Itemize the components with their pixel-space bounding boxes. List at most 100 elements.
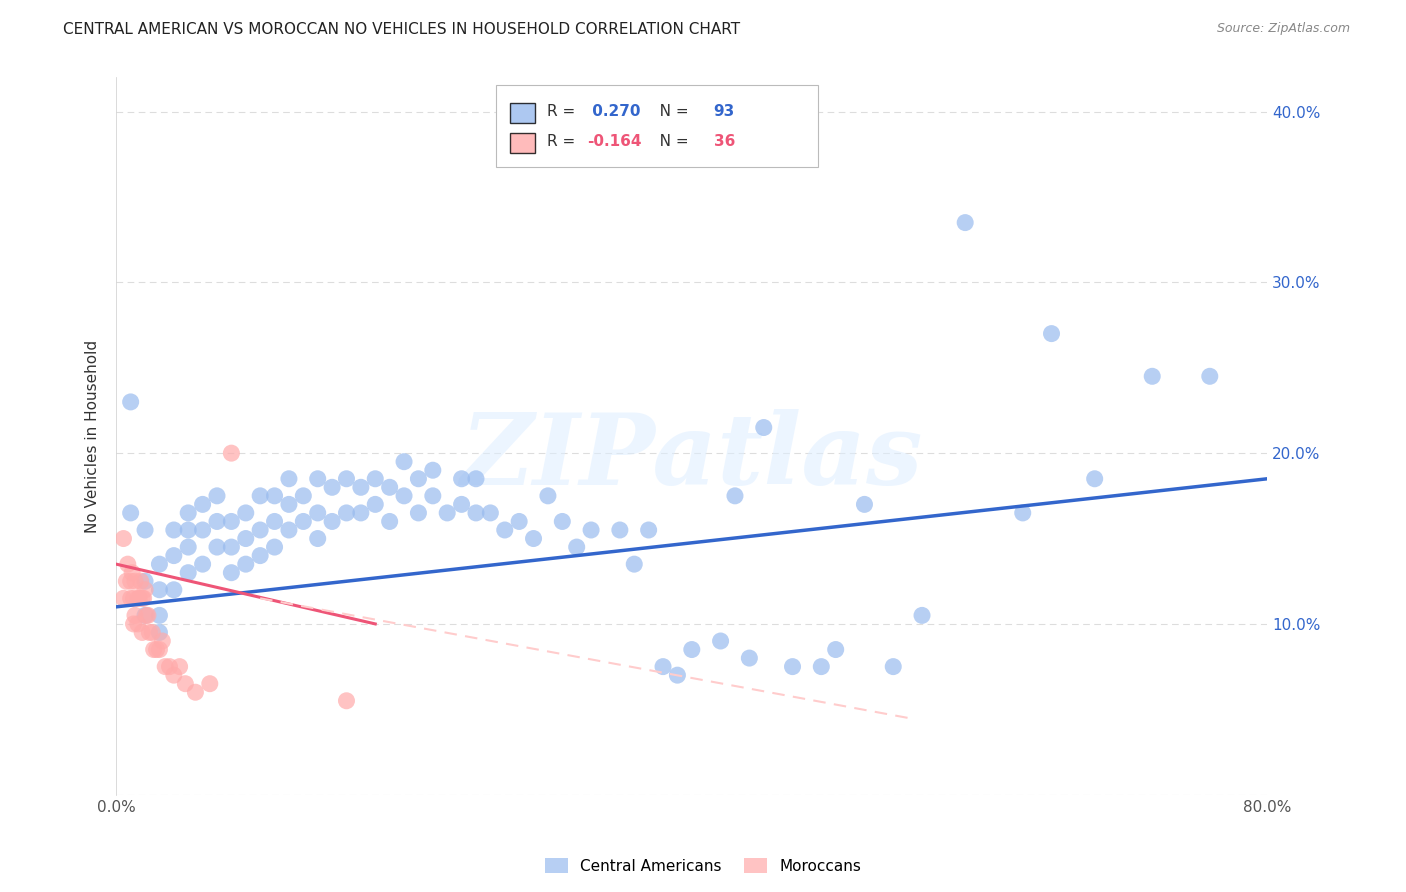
Point [131, 625, 153, 640]
Point [112, 591, 135, 606]
Point [710, 634, 733, 648]
Point [465, 506, 488, 520]
Point [145, 642, 167, 657]
Point [335, 472, 357, 486]
Point [150, 634, 173, 648]
Point [142, 642, 165, 657]
Y-axis label: No Vehicles in Household: No Vehicles in Household [86, 340, 100, 533]
Point [508, 515, 530, 529]
Point [350, 480, 373, 494]
Point [392, 455, 415, 469]
Point [292, 489, 315, 503]
Point [191, 497, 214, 511]
Point [263, 540, 285, 554]
Point [177, 523, 200, 537]
FancyBboxPatch shape [496, 85, 818, 167]
Point [134, 608, 156, 623]
Text: R =: R = [547, 104, 579, 120]
Point [221, 566, 243, 580]
Point [235, 532, 257, 546]
Point [177, 506, 200, 520]
Point [738, 651, 761, 665]
Point [782, 659, 804, 673]
Point [134, 582, 156, 597]
Point [159, 659, 181, 673]
Text: N =: N = [644, 135, 693, 150]
Point [378, 480, 401, 494]
Point [148, 625, 170, 640]
Point [681, 642, 703, 657]
Point [953, 216, 976, 230]
Point [436, 506, 458, 520]
Point [221, 515, 243, 529]
Point [120, 395, 142, 409]
Point [623, 557, 645, 571]
Point [277, 497, 299, 511]
Point [148, 582, 170, 597]
Point [307, 506, 329, 520]
Point [127, 616, 149, 631]
Point [666, 668, 689, 682]
Point [579, 523, 602, 537]
Point [134, 523, 156, 537]
Point [350, 506, 373, 520]
Point [191, 523, 214, 537]
Point [249, 549, 271, 563]
Point [565, 540, 588, 554]
Point [810, 659, 832, 673]
Point [141, 625, 163, 640]
Text: Source: ZipAtlas.com: Source: ZipAtlas.com [1216, 22, 1350, 36]
Point [277, 523, 299, 537]
Point [174, 676, 197, 690]
Text: 36: 36 [714, 135, 735, 150]
Point [364, 472, 387, 486]
Point [205, 540, 228, 554]
Point [124, 574, 146, 589]
Point [249, 523, 271, 537]
Point [609, 523, 631, 537]
Point [724, 489, 747, 503]
Point [163, 549, 186, 563]
Point [882, 659, 904, 673]
Point [422, 463, 444, 477]
Point [408, 506, 430, 520]
Point [115, 574, 138, 589]
Point [364, 497, 387, 511]
Text: R =: R = [547, 135, 579, 150]
Point [221, 540, 243, 554]
Point [163, 523, 186, 537]
Point [378, 515, 401, 529]
Point [450, 497, 472, 511]
Point [824, 642, 846, 657]
Point [198, 676, 221, 690]
Point [408, 472, 430, 486]
Point [1011, 506, 1033, 520]
Point [131, 591, 153, 606]
Point [120, 506, 142, 520]
Point [136, 608, 159, 623]
Point [121, 566, 143, 580]
Point [652, 659, 675, 673]
Point [1198, 369, 1220, 384]
Point [335, 694, 357, 708]
Point [148, 557, 170, 571]
Point [1084, 472, 1107, 486]
Point [177, 540, 200, 554]
Point [127, 591, 149, 606]
Point [249, 489, 271, 503]
Point [221, 446, 243, 460]
Point [122, 591, 145, 606]
Point [163, 582, 186, 597]
Point [129, 574, 152, 589]
Point [479, 506, 502, 520]
Point [132, 591, 155, 606]
Point [637, 523, 659, 537]
FancyBboxPatch shape [510, 133, 536, 153]
Point [392, 489, 415, 503]
Point [134, 574, 156, 589]
Point [494, 523, 516, 537]
Point [148, 642, 170, 657]
Point [191, 557, 214, 571]
Point [120, 574, 142, 589]
Point [128, 591, 150, 606]
